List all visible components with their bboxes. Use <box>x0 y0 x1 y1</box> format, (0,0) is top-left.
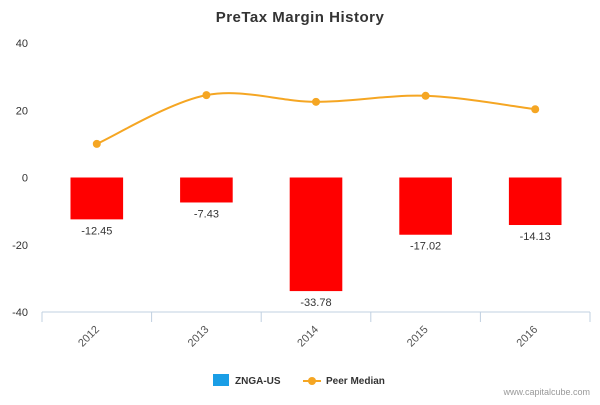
bar-data-label: -17.02 <box>410 241 441 253</box>
x-tick-label: 2014 <box>295 324 321 350</box>
y-axis: 40 20 0 -20 -40 <box>12 38 28 319</box>
x-tick-label: 2015 <box>405 324 431 350</box>
bar <box>508 177 562 226</box>
x-tick-label: 2012 <box>76 324 102 350</box>
x-tick-label: 2016 <box>515 324 541 350</box>
legend-swatch-marker <box>308 377 316 385</box>
bar-data-label: -33.78 <box>300 297 331 309</box>
peer-median-point <box>531 105 540 114</box>
bar-data-label: -14.13 <box>520 231 551 243</box>
y-tick-label: 40 <box>16 38 28 50</box>
peer-median-point <box>202 91 211 100</box>
chart-title: PreTax Margin History <box>216 9 385 26</box>
y-tick-label: -20 <box>12 240 28 252</box>
bar <box>180 177 233 203</box>
x-tick-label: 2013 <box>186 324 212 350</box>
line-series <box>92 91 540 148</box>
bar-data-label: -7.43 <box>194 208 219 220</box>
legend-label-bar[interactable]: ZNGA-US <box>235 376 281 387</box>
legend-label-line[interactable]: Peer Median <box>326 376 385 387</box>
y-tick-label: -40 <box>12 307 28 319</box>
bar-data-label: -12.45 <box>81 225 112 237</box>
legend-swatch-bar <box>213 374 229 386</box>
bar <box>399 177 452 235</box>
bar <box>289 177 343 292</box>
legend[interactable]: ZNGA-US Peer Median <box>213 374 385 387</box>
x-axis: 2012 2013 2014 2015 2016 <box>41 311 591 350</box>
peer-median-point <box>421 91 430 100</box>
bar-series <box>70 177 562 292</box>
y-tick-label: 0 <box>22 173 28 185</box>
y-tick-label: 20 <box>16 105 28 117</box>
bar-data-labels: -12.45 -7.43 -33.78 -17.02 -14.13 <box>81 208 551 309</box>
peer-median-point <box>312 97 320 106</box>
bar <box>70 177 124 220</box>
peer-median-point <box>92 139 101 148</box>
watermark: www.capitalcube.com <box>502 387 590 397</box>
